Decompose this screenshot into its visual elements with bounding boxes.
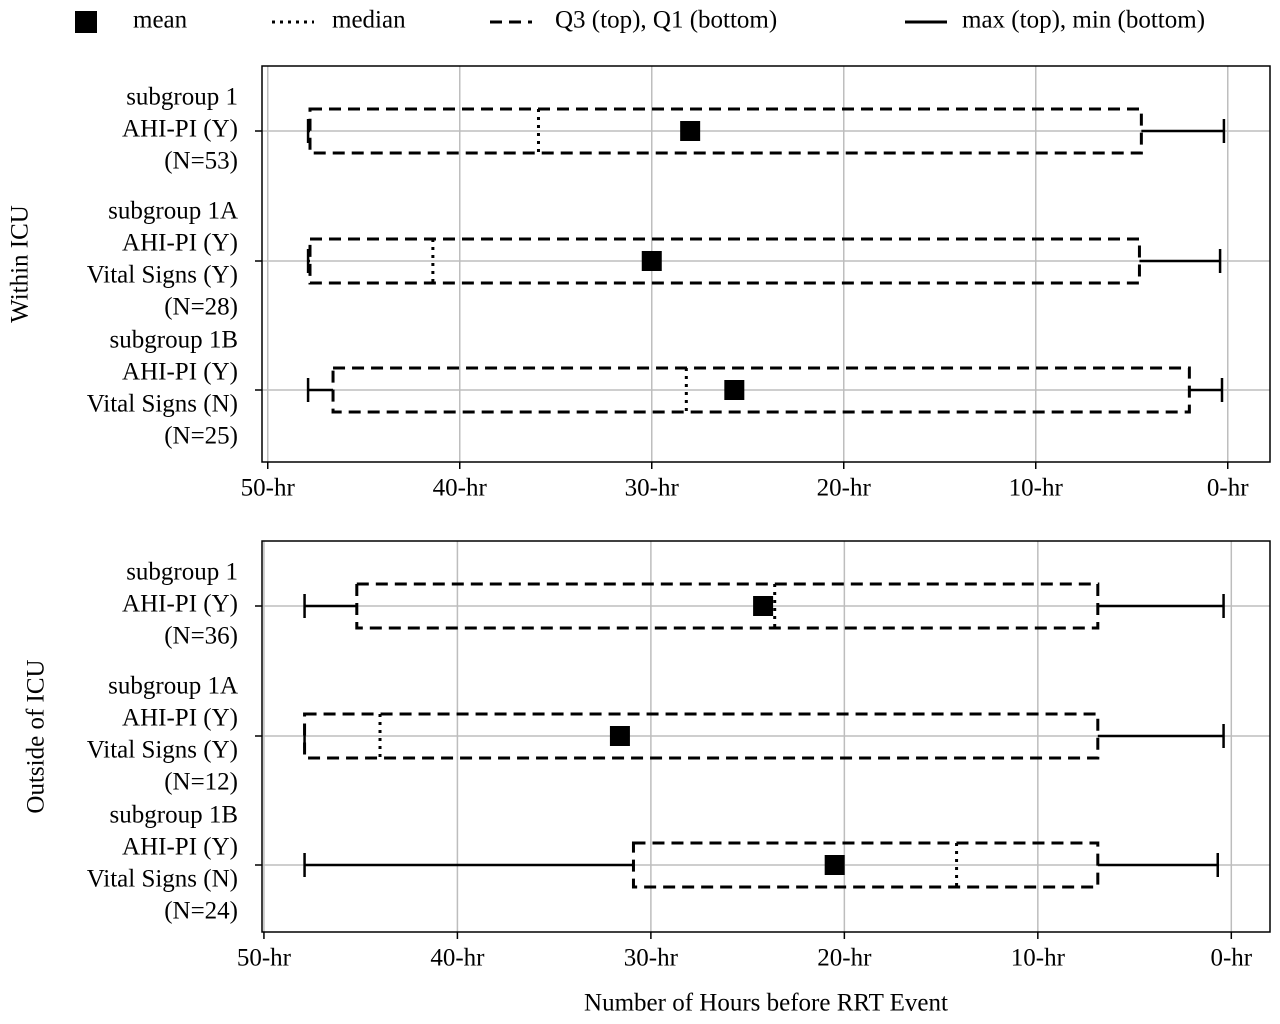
category-label: subgroup 1 (126, 84, 238, 111)
box (303, 841, 1220, 889)
category-label: subgroup 1 (126, 559, 238, 586)
category-label: (N=25) (164, 423, 238, 450)
mean (724, 380, 745, 400)
mean (824, 855, 845, 875)
x-tick-label: 0-hr (1207, 475, 1249, 502)
box (306, 107, 1226, 155)
legend-label: median (332, 7, 406, 34)
category-label: subgroup 1A (108, 198, 238, 225)
box (306, 237, 1222, 285)
category-label: subgroup 1A (108, 673, 238, 700)
category-label: AHI-PI (Y) (122, 359, 238, 386)
x-tick-label: 10-hr (1011, 945, 1066, 972)
category-label: Vital Signs (N) (87, 866, 238, 893)
box-rect (631, 841, 1100, 889)
category-label: subgroup 1B (110, 802, 238, 829)
category-label: AHI-PI (Y) (122, 834, 238, 861)
mean (641, 251, 662, 271)
legend-label: Q3 (top), Q1 (bottom) (555, 7, 777, 34)
legend-label: mean (133, 7, 188, 34)
mean (609, 726, 630, 746)
box (306, 366, 1224, 414)
category-label: AHI-PI (Y) (122, 591, 238, 618)
category-label: (N=28) (164, 294, 238, 321)
legend-label: max (top), min (bottom) (962, 7, 1205, 34)
category-label: Vital Signs (Y) (87, 737, 238, 764)
category-label: Vital Signs (N) (87, 391, 238, 418)
x-tick-label: 20-hr (817, 945, 872, 972)
category-label: (N=53) (164, 148, 238, 175)
category-label: AHI-PI (Y) (122, 116, 238, 143)
box (303, 582, 1225, 630)
x-tick-label: 30-hr (625, 475, 680, 502)
plot-frame (261, 540, 1271, 933)
x-tick-label: 10-hr (1009, 475, 1064, 502)
mean (753, 596, 774, 616)
x-tick-label: 0-hr (1210, 945, 1252, 972)
category-label: (N=12) (164, 769, 238, 796)
x-tick-label: 50-hr (237, 945, 292, 972)
x-tick-label: 50-hr (241, 475, 296, 502)
x-tick-label: 40-hr (430, 945, 485, 972)
x-tick-label: 40-hr (433, 475, 488, 502)
y-axis-label: Within ICU (7, 205, 34, 323)
box-rect (331, 366, 1191, 414)
box (303, 712, 1225, 760)
x-axis-label: Number of Hours before RRT Event (584, 990, 948, 1017)
mean (680, 121, 701, 141)
category-label: AHI-PI (Y) (122, 705, 238, 732)
box-rect (355, 582, 1100, 630)
category-label: (N=24) (164, 898, 238, 925)
plot-frame (261, 65, 1271, 463)
category-label: AHI-PI (Y) (122, 230, 238, 257)
category-label: Vital Signs (Y) (87, 262, 238, 289)
category-label: subgroup 1B (110, 327, 238, 354)
y-axis-label: Outside of ICU (23, 659, 50, 813)
legend-swatch (75, 11, 97, 33)
x-tick-label: 30-hr (624, 945, 679, 972)
category-label: (N=36) (164, 623, 238, 650)
x-tick-label: 20-hr (817, 475, 872, 502)
